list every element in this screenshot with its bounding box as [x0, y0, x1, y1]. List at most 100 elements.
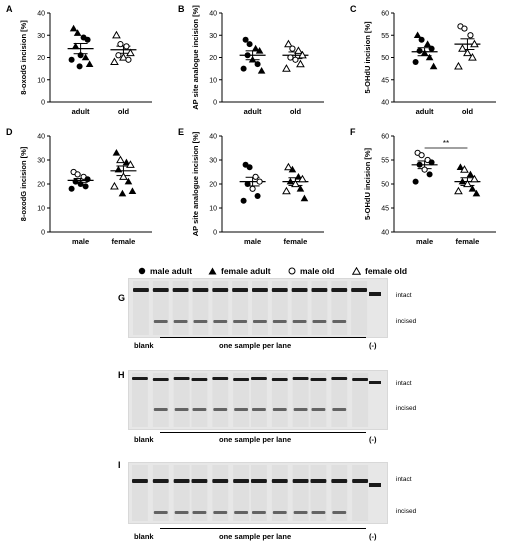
intact-band: [351, 288, 368, 292]
y-tick-label: 20: [209, 182, 217, 189]
panel-f-chart: F 40 45 50 55 60 5-OHdU incision [%] male female…: [350, 127, 496, 246]
incised-band: [292, 320, 307, 323]
data-point: [110, 57, 119, 66]
data-point: [423, 40, 432, 47]
data-point: [76, 63, 83, 70]
data-point: [119, 172, 128, 180]
data-point: [246, 41, 253, 48]
data-point: [425, 53, 434, 61]
incised-band: [193, 320, 208, 323]
gel-bands: [129, 463, 387, 523]
data-point: [126, 48, 135, 57]
gel-lane: [133, 281, 149, 335]
intact-band: [352, 479, 369, 483]
intact-band: [251, 377, 267, 380]
data-point: [466, 170, 475, 178]
data-point: [71, 42, 80, 50]
x-category-label: male: [72, 237, 89, 246]
gel-lane: [251, 373, 267, 427]
intact-band: [212, 479, 229, 483]
data-point: [454, 186, 463, 195]
panel-label-h: H: [118, 370, 125, 380]
y-axis-label: 8-oxodG incision [%]: [19, 146, 28, 221]
data-point: [242, 36, 249, 43]
data-point: [248, 55, 257, 63]
legend-label: male adult: [150, 266, 193, 276]
data-point: [428, 45, 435, 52]
data-point: [420, 49, 429, 56]
data-point: [115, 52, 122, 59]
data-point: [246, 164, 253, 171]
y-tick-label: 40: [381, 100, 389, 107]
gel-lane: [352, 373, 369, 427]
data-point: [112, 149, 121, 156]
intact-band: [152, 378, 169, 381]
data-point: [472, 189, 481, 197]
incised-band: [272, 511, 287, 514]
filled-circle-icon: [138, 267, 146, 275]
intact-band: [233, 479, 250, 483]
intact-band: [132, 479, 148, 483]
incised-band: [153, 511, 168, 514]
data-point: [298, 174, 307, 183]
incised-band: [234, 408, 249, 411]
y-tick-label: 20: [37, 182, 45, 189]
sample-lanes-label: one sample per lane: [219, 532, 292, 541]
data-point: [116, 155, 125, 164]
sample-lanes-label: one sample per lane: [219, 435, 292, 444]
control-lane-label: (-): [369, 341, 377, 350]
incised-band: [174, 408, 189, 411]
incised-band: [311, 511, 326, 514]
data-point: [294, 46, 303, 54]
data-point: [470, 39, 479, 48]
gel-image-i: [128, 462, 388, 524]
x-category-label: old: [462, 107, 474, 116]
x-category-label: male: [416, 237, 433, 246]
y-tick-label: 10: [209, 206, 217, 213]
data-point: [68, 56, 75, 63]
gel-lane: [132, 373, 148, 427]
intact-band: [311, 288, 328, 292]
intact-band: [132, 377, 148, 380]
data-point: [463, 179, 472, 188]
data-point: [73, 29, 82, 36]
data-point: [463, 48, 472, 57]
data-point: [426, 171, 433, 178]
panel-label-e: E: [178, 127, 184, 137]
data-point: [84, 36, 91, 43]
y-tick-label: 30: [209, 33, 217, 40]
data-point: [126, 160, 135, 168]
incised-band: [192, 511, 207, 514]
open-triangle-icon: [352, 267, 361, 275]
data-point: [468, 185, 477, 192]
data-point: [418, 152, 425, 159]
data-point: [288, 165, 297, 173]
data-point: [251, 44, 260, 52]
legend-item-female-old: female old: [352, 266, 407, 276]
control-band: [369, 381, 381, 384]
data-point: [244, 181, 251, 187]
gel-lane: [233, 373, 250, 427]
control-band: [369, 483, 381, 487]
data-point: [254, 61, 261, 68]
data-point: [68, 185, 75, 192]
gel-bands: [129, 279, 387, 337]
data-point: [456, 163, 465, 170]
incised-band-label: incised: [396, 508, 417, 515]
gel-lane: [292, 373, 309, 427]
data-point: [85, 60, 94, 67]
intact-band-label: intact: [396, 380, 412, 387]
control-lane-label: (-): [369, 532, 377, 541]
sample-lanes-bracket: [160, 528, 366, 529]
intact-band: [173, 377, 190, 380]
data-point: [77, 52, 84, 59]
gel-lane: [191, 373, 208, 427]
gel-lane: [352, 465, 369, 521]
panel-label-f: F: [350, 127, 356, 137]
panel-b-chart: B 0 10 20 30 40 AP site analogue incision [%] a…: [178, 4, 324, 116]
y-tick-label: 40: [209, 134, 217, 141]
data-point: [81, 53, 90, 61]
data-point: [300, 194, 309, 202]
blank-lane-label: blank: [134, 341, 154, 350]
intact-band: [191, 479, 208, 483]
